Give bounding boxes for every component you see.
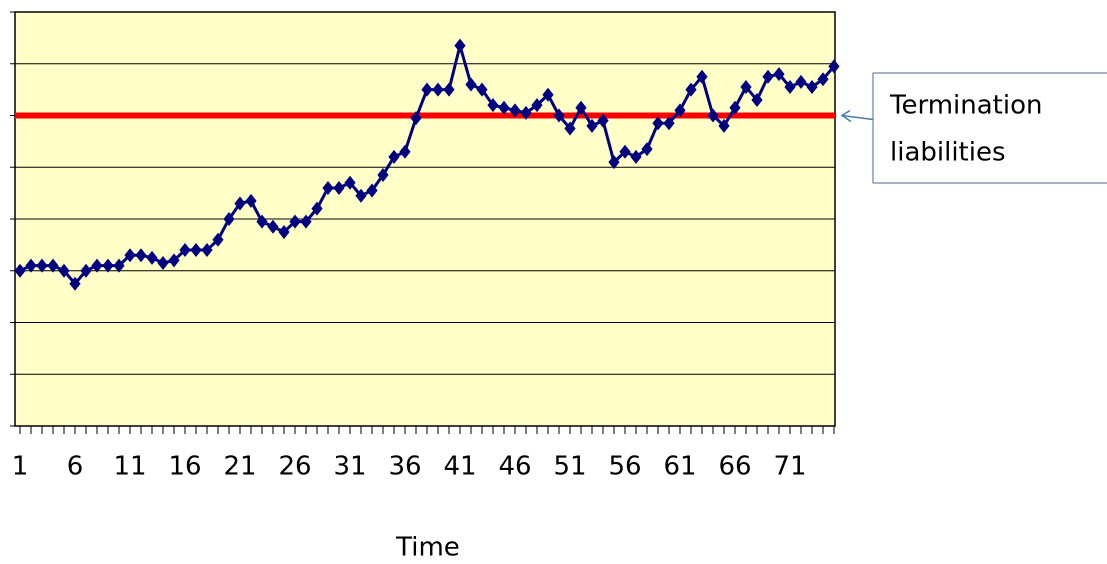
annotation-text: liabilities — [890, 138, 1006, 168]
data-point — [421, 82, 433, 97]
annotation-box — [872, 72, 1107, 184]
data-point — [762, 69, 774, 84]
data-point — [740, 80, 752, 95]
data-point — [14, 263, 26, 278]
x-tick-label: 21 — [223, 452, 256, 482]
data-point — [267, 219, 279, 234]
data-point — [487, 98, 499, 113]
x-tick-label: 51 — [553, 452, 586, 482]
x-tick-label: 61 — [663, 452, 696, 482]
data-point — [784, 80, 796, 95]
data-point — [608, 155, 620, 170]
data-point — [322, 180, 334, 195]
data-point — [223, 212, 235, 226]
data-point — [355, 188, 367, 203]
data-point — [146, 250, 158, 265]
data-point — [806, 80, 818, 95]
data-point — [828, 59, 840, 74]
data-point — [476, 82, 488, 97]
data-point — [289, 214, 301, 229]
plot-border — [14, 11, 836, 427]
data-point — [157, 255, 169, 270]
data-point — [773, 67, 785, 82]
data-point — [729, 100, 741, 115]
data-point — [663, 116, 675, 131]
data-point — [168, 253, 180, 268]
data-point — [652, 116, 664, 131]
x-axis-title: Time — [395, 533, 460, 563]
data-point — [201, 243, 213, 258]
x-tick-label: 6 — [67, 452, 84, 482]
data-point — [707, 108, 719, 123]
annotation-text: Termination — [889, 91, 1042, 121]
data-point — [311, 201, 323, 216]
data-point — [135, 248, 147, 263]
data-point — [124, 248, 136, 263]
data-point — [718, 118, 730, 133]
x-tick-label: 41 — [443, 452, 476, 482]
data-point — [498, 100, 510, 115]
data-point — [366, 183, 378, 198]
x-tick-label: 16 — [168, 452, 201, 482]
x-tick-label: 11 — [113, 452, 146, 482]
data-point — [575, 100, 587, 115]
data-point — [333, 180, 345, 195]
data-point — [817, 72, 829, 87]
x-tick-label: 71 — [773, 452, 806, 482]
data-point — [685, 82, 697, 97]
data-point — [443, 82, 455, 97]
data-point — [619, 144, 631, 159]
x-tick-label: 46 — [498, 452, 531, 482]
data-point — [190, 243, 202, 258]
data-point — [751, 92, 763, 107]
data-point — [212, 232, 224, 247]
data-point — [520, 105, 532, 120]
data-point — [674, 103, 686, 118]
data-point — [542, 87, 554, 102]
data-point — [58, 263, 70, 278]
data-point — [47, 258, 59, 273]
x-tick-label: 36 — [388, 452, 421, 482]
data-point — [641, 142, 653, 157]
data-point — [553, 108, 565, 123]
data-point — [630, 149, 642, 164]
data-point — [377, 168, 389, 183]
data-point — [509, 103, 521, 118]
x-tick-label: 31 — [333, 452, 366, 482]
data-point — [399, 144, 411, 159]
x-tick-label: 56 — [608, 452, 641, 482]
data-point — [36, 258, 48, 273]
data-point — [69, 276, 81, 291]
x-tick-label: 26 — [278, 452, 311, 482]
data-point — [102, 258, 114, 273]
data-point — [795, 74, 807, 89]
data-point — [245, 193, 257, 208]
data-point — [410, 111, 422, 126]
data-point — [25, 258, 37, 273]
data-point — [454, 38, 466, 53]
data-point — [388, 149, 400, 164]
data-point — [256, 214, 268, 229]
data-point — [344, 175, 356, 190]
data-point — [113, 258, 125, 273]
annotation-arrow — [841, 114, 874, 121]
data-point — [597, 113, 609, 128]
data-point — [179, 243, 191, 258]
annotation-arrowhead — [840, 109, 852, 123]
data-point — [465, 77, 477, 92]
data-point — [234, 196, 246, 211]
data-point — [531, 98, 543, 113]
data-point — [586, 118, 598, 133]
data-point — [564, 121, 576, 136]
data-point — [91, 258, 103, 273]
x-tick-label: 1 — [12, 452, 29, 482]
data-point — [80, 263, 92, 278]
data-point — [278, 224, 290, 239]
x-tick-label: 66 — [718, 452, 751, 482]
data-point — [300, 214, 312, 229]
data-point — [432, 82, 444, 97]
data-point — [696, 69, 708, 84]
